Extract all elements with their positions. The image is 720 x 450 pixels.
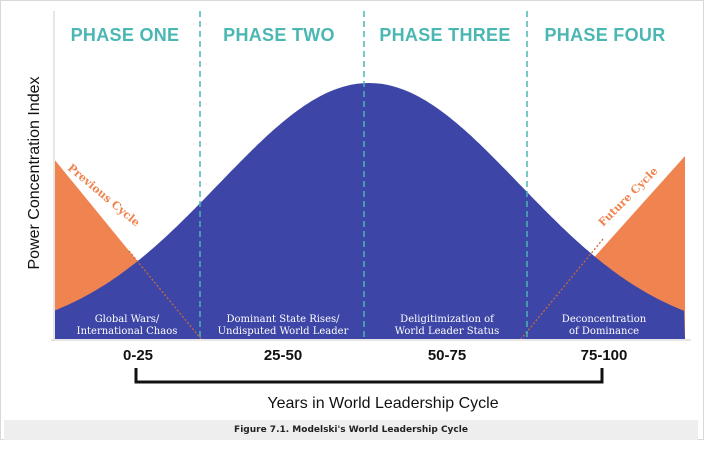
- phase-label-4: PHASE FOUR: [544, 25, 665, 45]
- phase-label-2: PHASE TWO: [223, 25, 335, 45]
- period-label-4: 75-100: [581, 347, 628, 364]
- figure-caption: Figure 7.1. Modelski's World Leadership …: [4, 420, 698, 440]
- phase-1-description-line-1: Global Wars/: [95, 314, 160, 325]
- phase-2-description-line-1: Dominant State Rises/: [227, 314, 341, 325]
- phase-2-description-line-2: Undisputed World Leader: [218, 326, 349, 337]
- phase-3-description-line-2: World Leader Status: [395, 326, 499, 337]
- phase-label-3: PHASE THREE: [379, 25, 510, 45]
- x-axis-title: Years in World Leadership Cycle: [267, 395, 498, 412]
- leadership-cycle-diagram: PHASE ONE PHASE TWO PHASE THREE PHASE FO…: [26, 11, 691, 412]
- period-label-1: 0-25: [123, 347, 153, 364]
- figure-frame: PHASE ONE PHASE TWO PHASE THREE PHASE FO…: [0, 0, 704, 440]
- power-concentration-curve: [54, 83, 685, 339]
- future-cycle-dotted-line: [520, 238, 604, 340]
- y-axis-title: Power Concentration Index: [26, 77, 43, 270]
- previous-cycle-dotted-line: [128, 250, 202, 340]
- phase-4-description-line-2: of Dominance: [569, 326, 639, 337]
- period-label-2: 25-50: [264, 347, 302, 364]
- cycle-bracket: [134, 368, 604, 384]
- phase-1-description-line-2: International Chaos: [77, 326, 178, 337]
- phase-4-description-line-1: Deconcentration: [562, 314, 647, 325]
- phase-label-1: PHASE ONE: [71, 25, 180, 45]
- phase-3-description-line-1: Deligitimization of: [400, 314, 495, 325]
- period-label-3: 50-75: [428, 347, 466, 364]
